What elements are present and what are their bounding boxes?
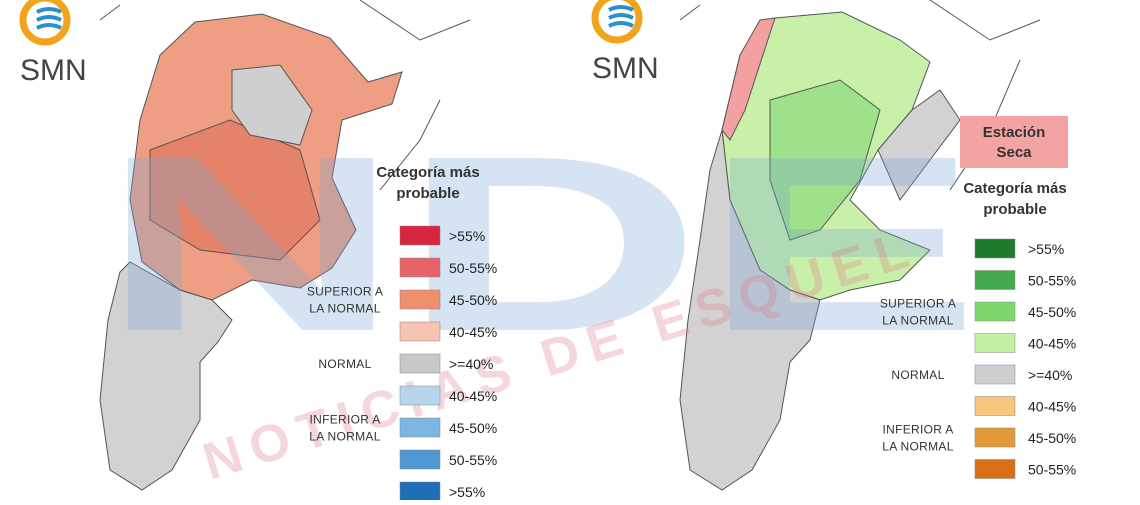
legend-group: SUPERIOR A	[307, 285, 383, 299]
legend-swatch	[974, 427, 1016, 448]
legend-title: probable	[396, 185, 459, 202]
legend-swatch	[399, 449, 441, 470]
legend-swatch	[974, 396, 1016, 416]
logo-text: SMN	[592, 52, 659, 85]
legend-swatch	[399, 289, 441, 310]
legend-label: 40-45%	[449, 388, 497, 404]
logo-waves	[36, 7, 62, 30]
legend-label: 50-55%	[1028, 462, 1076, 478]
legend-swatch	[399, 321, 441, 342]
legend-label: 50-55%	[1028, 273, 1076, 289]
legend-label: 50-55%	[449, 260, 497, 276]
legend-label: 45-50%	[1028, 304, 1076, 320]
legend-swatch	[399, 257, 441, 278]
region-south	[679, 129, 821, 491]
legend-title: probable	[983, 201, 1046, 218]
region-center-dark	[149, 119, 321, 261]
legend-group: INFERIOR A	[309, 413, 380, 427]
legend-swatch	[974, 270, 1016, 290]
legend-label: >55%	[1028, 241, 1064, 257]
legend-group: SUPERIOR A	[880, 297, 956, 311]
region-south	[99, 261, 233, 491]
legend-label: 40-45%	[1028, 399, 1076, 415]
region-normal-north	[231, 64, 313, 146]
legend-label: 45-50%	[449, 420, 497, 436]
legend-label: 45-50%	[449, 292, 497, 308]
legend-label: >=40%	[1028, 367, 1072, 383]
logo-waves	[608, 5, 634, 28]
legend-swatch	[974, 301, 1016, 322]
legend-swatch	[974, 333, 1016, 353]
legend-label: >=40%	[449, 356, 493, 372]
legend-group: LA NORMAL	[309, 302, 380, 316]
legend-group: INFERIOR A	[882, 423, 953, 437]
region-center-dark	[769, 79, 881, 241]
legend-swatch	[974, 364, 1016, 385]
legend-swatch	[974, 238, 1016, 259]
badge	[960, 116, 1068, 168]
legend-swatch	[399, 417, 441, 438]
legend-swatch	[399, 481, 441, 502]
legend-label: 50-55%	[449, 452, 497, 468]
logo-ring	[19, 0, 71, 46]
logo-ring	[591, 0, 643, 44]
badge-text: Seca	[996, 144, 1032, 161]
map-left	[99, 0, 471, 491]
legend-group: LA NORMAL	[882, 314, 953, 328]
country-outline	[99, 0, 471, 191]
region-dry	[721, 17, 776, 141]
logo-text: SMN	[20, 54, 87, 87]
legend-swatch	[399, 353, 441, 374]
region-east	[877, 89, 961, 201]
legend-swatch	[399, 385, 441, 406]
legend-group: NORMAL	[318, 357, 371, 371]
legend-label: >55%	[449, 484, 485, 500]
badge-text: Estación	[983, 124, 1046, 141]
map-right	[679, 0, 1041, 491]
legend-label: 40-45%	[1028, 336, 1076, 352]
legend-label: 45-50%	[1028, 430, 1076, 446]
legend-swatch	[399, 225, 441, 246]
legend-label: >55%	[449, 228, 485, 244]
legend-group: LA NORMAL	[882, 440, 953, 454]
legend-title: Categoría más	[963, 180, 1066, 197]
legend-group: LA NORMAL	[309, 430, 380, 444]
legend-swatch	[974, 459, 1016, 479]
legend-title: Categoría más	[376, 164, 479, 181]
legend-label: 40-45%	[449, 324, 497, 340]
legend-group: NORMAL	[891, 368, 944, 382]
watermark-logo: NDE	[100, 104, 980, 383]
